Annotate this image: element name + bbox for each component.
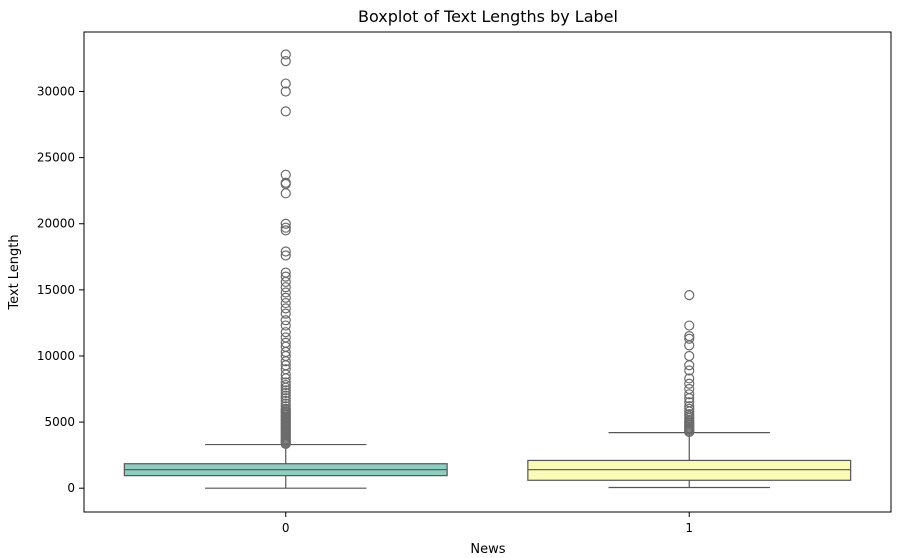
outlier-point [684, 397, 695, 408]
outlier-point [684, 333, 695, 344]
y-tick-label: 0 [67, 481, 75, 495]
outlier-point [280, 271, 291, 282]
outlier-point [684, 409, 695, 420]
outlier-point [280, 169, 291, 180]
outlier-point [684, 389, 695, 400]
outlier-point [684, 360, 695, 371]
outlier-point [280, 377, 291, 388]
outlier-point [684, 331, 695, 342]
outlier-point [280, 292, 291, 303]
outlier-point [684, 320, 695, 331]
y-tick-label: 20000 [37, 217, 75, 231]
outlier-point [280, 222, 291, 233]
outlier-point [684, 378, 695, 389]
outlier-point [280, 303, 291, 314]
outlier-point [280, 177, 291, 188]
boxes-layer [123, 432, 852, 489]
outlier-point [280, 267, 291, 278]
y-tick-label: 10000 [37, 349, 75, 363]
outlier-point [280, 393, 291, 404]
box-1 [527, 459, 852, 481]
outlier-point [280, 225, 291, 236]
outlier-point [280, 364, 291, 375]
outlier-point [280, 332, 291, 343]
outlier-point [280, 385, 291, 396]
outlier-point [280, 390, 291, 401]
outlier-point [280, 403, 291, 414]
plot-area [83, 31, 892, 513]
outlier-point [280, 282, 291, 293]
outlier-point [280, 287, 291, 298]
outlier-point [280, 78, 291, 89]
outlier-point [280, 49, 291, 60]
outlier-point [280, 246, 291, 257]
outlier-point [684, 350, 695, 362]
outlier-point [280, 337, 291, 348]
outlier-point [280, 315, 291, 326]
outlier-point [280, 276, 291, 288]
outlier-point [280, 86, 291, 97]
outlier-point [280, 188, 291, 199]
outlier-point [280, 379, 291, 391]
y-axis: 0 5000 10000 15000 20000 25000 30000 [37, 85, 84, 495]
outlier-point [280, 106, 291, 117]
outlier-point [280, 218, 291, 229]
outlier-point [684, 403, 695, 414]
outlier-point [684, 401, 695, 412]
outlier-point [684, 365, 695, 376]
x-tick-label: 1 [685, 521, 693, 535]
x-axis-label: News [470, 542, 505, 557]
outlier-point [280, 327, 291, 338]
x-tick-label: 0 [282, 521, 290, 535]
y-tick-label: 5000 [44, 415, 75, 429]
outlier-point [280, 398, 291, 409]
y-tick-label: 25000 [37, 151, 75, 165]
y-tick-label: 30000 [37, 85, 75, 99]
outlier-point [684, 373, 695, 384]
y-tick-label: 15000 [37, 283, 75, 297]
outlier-point [684, 290, 695, 301]
y-axis-label: Text Length [7, 234, 22, 310]
outlier-point [684, 383, 695, 395]
outlier-point [280, 401, 291, 412]
outlier-point [280, 320, 291, 331]
outlier-point [280, 387, 291, 399]
outlier-point [280, 308, 291, 319]
outlier-point [280, 250, 291, 261]
outlier-point [280, 55, 291, 67]
outlier-point [280, 297, 291, 309]
chart-title: Boxplot of Text Lengths by Label [358, 7, 618, 26]
outliers-layer [280, 49, 695, 450]
outlier-point [280, 395, 291, 407]
